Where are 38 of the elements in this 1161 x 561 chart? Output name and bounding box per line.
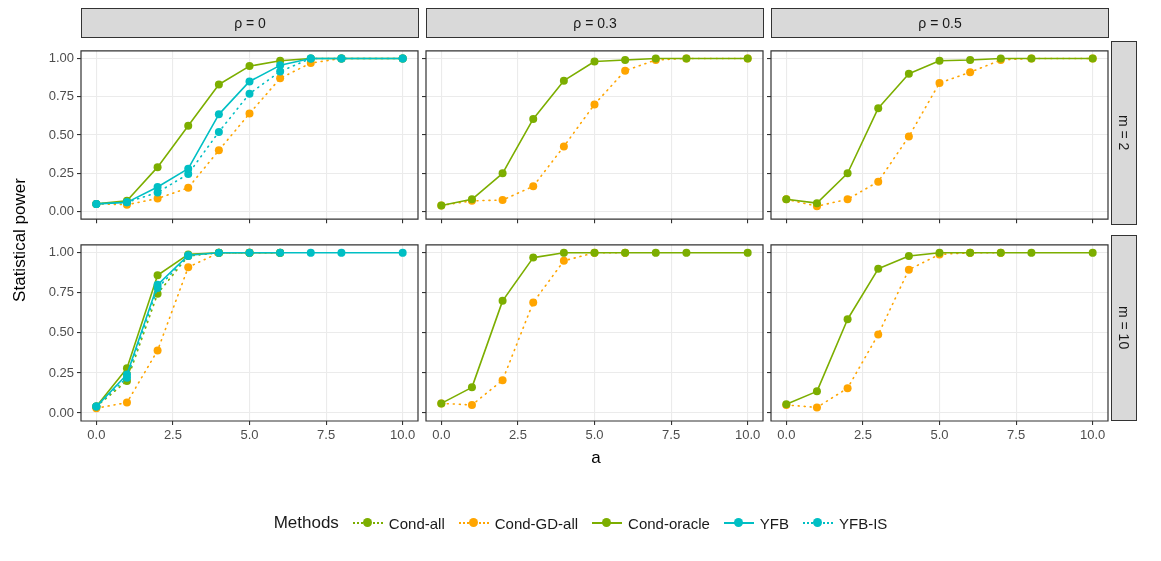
x-tick-label: 7.5: [1007, 427, 1026, 443]
x-tick-label: 10.0: [390, 427, 416, 443]
legend-label: YFB-IS: [839, 514, 888, 532]
x-tick-label: 5.0: [930, 427, 949, 443]
chart-title: ρ = 0.3: [426, 8, 764, 38]
text: m = 2: [1111, 41, 1137, 225]
x-tick-label: 7.5: [662, 427, 681, 443]
legend-label: Cond-oracle: [628, 514, 710, 532]
x-tick-label: 0.0: [87, 427, 106, 443]
y-tick-label: 1.00: [48, 244, 74, 260]
x-tick-label: 2.5: [853, 427, 872, 443]
x-tick-label: 5.0: [240, 427, 259, 443]
y-axis-title: Statistical power: [10, 178, 30, 302]
x-tick-label: 0.0: [777, 427, 796, 443]
y-tick-label: 0.00: [48, 203, 74, 219]
legend-label: Cond-GD-all: [494, 514, 579, 532]
x-tick-label: 7.5: [317, 427, 336, 443]
x-tick-label: 10.0: [1080, 427, 1106, 443]
x-tick-label: 2.5: [508, 427, 527, 443]
legend-label: Cond-all: [388, 514, 445, 532]
legend-title: Methods: [273, 513, 339, 533]
text: m = 10: [1111, 235, 1137, 421]
x-tick-label: 5.0: [585, 427, 604, 443]
x-axis-title: a: [590, 448, 602, 468]
chart-title: ρ = 0.5: [771, 8, 1109, 38]
chart-title: ρ = 0: [81, 8, 419, 38]
x-tick-label: 2.5: [163, 427, 182, 443]
y-tick-label: 0.00: [48, 404, 74, 420]
y-tick-label: 1.00: [48, 50, 74, 66]
x-tick-label: 0.0: [432, 427, 451, 443]
y-tick-label: 0.50: [48, 126, 74, 142]
y-tick-label: 0.50: [48, 324, 74, 340]
y-tick-label: 0.75: [48, 284, 74, 300]
y-tick-label: 0.25: [48, 364, 74, 380]
y-tick-label: 0.25: [48, 164, 74, 180]
y-tick-label: 0.75: [48, 88, 74, 104]
legend-label: YFB: [759, 514, 789, 532]
x-tick-label: 10.0: [735, 427, 761, 443]
